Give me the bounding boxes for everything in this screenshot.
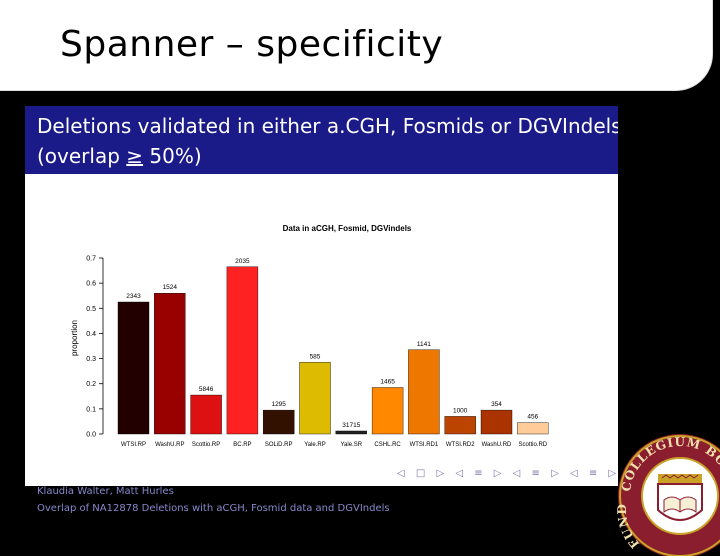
data-label-11: 456 (527, 414, 538, 421)
title-bar: Spanner – specificity (0, 0, 712, 90)
category-label-7: CSHL.RC (374, 442, 401, 448)
y-tick-label-5: 0.5 (86, 306, 96, 313)
category-label-0: WTSI.RP (121, 442, 146, 448)
frame-title-line1: Deletions validated in either a.CGH, Fos… (37, 114, 618, 138)
slide-title: Spanner – specificity (60, 24, 444, 65)
data-label-3: 2035 (235, 258, 250, 265)
y-tick-label-2: 0.2 (86, 381, 96, 388)
data-label-1: 1524 (163, 284, 178, 291)
chart-title: Data in aCGH, Fosmid, DGVindels (283, 224, 412, 233)
data-label-7: 1465 (380, 378, 395, 385)
beamer-frame: Deletions validated in either a.CGH, Fos… (25, 106, 618, 486)
bar-CSHL.RC (371, 387, 404, 435)
y-tick-label-4: 0.4 (86, 331, 96, 338)
category-label-11: Scottio.RD (518, 442, 547, 448)
bar-BC.RP (226, 266, 259, 435)
bar-WashU.RD (480, 409, 513, 435)
frame-title-line2: (overlap ≥ 50%) (37, 144, 202, 168)
bar-chart: Data in aCGH, Fosmid, DGVindels proporti… (70, 224, 549, 448)
frame-title-suffix: 50%) (143, 144, 202, 168)
bar-WTSI.RP (117, 301, 150, 435)
axes: 0.0 0.1 0.2 0.3 0.4 0.5 0.6 0.7 (86, 256, 104, 439)
y-tick-label-0: 0.0 (86, 432, 96, 439)
category-label-3: BC.RP (233, 442, 251, 448)
category-label-10: WashU.RD (482, 442, 512, 448)
category-label-8: WTSI.RD1 (410, 442, 439, 448)
bars: 2343 WTSI.RP 1524 WashU.RP 5846 Scottio.RP 203… (117, 258, 549, 448)
footer-subtitle: Overlap of NA12878 Deletions with aCGH, … (37, 503, 390, 514)
y-tick-label-3: 0.3 (86, 356, 96, 363)
y-axis-label: proportion (70, 320, 79, 356)
slide-footer: Klaudia Walter, Matt Hurles Overlap of N… (25, 486, 618, 520)
data-label-8: 1141 (417, 341, 431, 348)
frame-title-prefix: (overlap (37, 144, 127, 168)
category-label-9: WTSI.RD2 (446, 442, 475, 448)
bar-Yale.SR (335, 430, 367, 435)
category-label-6: Yale.SR (341, 442, 363, 448)
data-label-9: 1000 (453, 407, 468, 414)
category-label-1: WashU.RP (155, 442, 184, 448)
bar-Yale.RP (299, 362, 331, 435)
bar-WTSI.RD2 (444, 416, 476, 435)
footer-authors: Klaudia Walter, Matt Hurles (37, 486, 174, 497)
y-tick-label-6: 0.6 (86, 281, 96, 288)
data-label-5: 585 (310, 353, 321, 360)
data-label-4: 1295 (271, 401, 286, 408)
category-label-5: Yale.RP (304, 442, 326, 448)
frame-header: Deletions validated in either a.CGH, Fos… (25, 106, 618, 174)
y-tick-label-1: 0.1 (86, 406, 96, 413)
data-label-10: 354 (491, 401, 502, 408)
bar-WashU.RP (154, 292, 186, 435)
college-seal-logo: COLLEGIUM BOST FUND (615, 434, 720, 556)
bar-SOLiD.RP (262, 409, 295, 435)
y-tick-label-7: 0.7 (86, 256, 96, 263)
beamer-navigation[interactable]: ◁ □ ▷ ◁ ≡ ▷ ◁ ≡ ▷ ◁ ≡ ▷ ≡ ∽ ⟲ ⟳ (397, 468, 618, 479)
data-label-0: 2343 (126, 293, 141, 300)
category-label-4: SOLiD.RP (265, 442, 293, 448)
bar-Scottio.RD (517, 422, 549, 435)
data-label-2: 5846 (199, 386, 214, 393)
bar-WTSI.RD1 (408, 349, 440, 435)
category-label-2: Scottio.RP (192, 442, 220, 448)
geq-symbol: ≥ (126, 144, 144, 168)
data-label-6: 31715 (342, 422, 360, 429)
bar-Scottio.RP (190, 394, 222, 435)
